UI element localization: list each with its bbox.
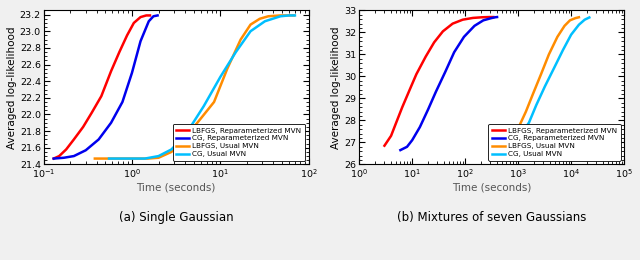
Y-axis label: Averaged log-likelihood: Averaged log-likelihood: [332, 26, 341, 149]
Text: (a) Single Gaussian: (a) Single Gaussian: [119, 211, 234, 224]
Legend: LBFGS, Reparameterized MVN, CG, Reparameterized MVN, LBFGS, Usual MVN, CG, Usual: LBFGS, Reparameterized MVN, CG, Reparame…: [173, 124, 305, 161]
Text: (b) Mixtures of seven Gaussians: (b) Mixtures of seven Gaussians: [397, 211, 586, 224]
X-axis label: Time (seconds): Time (seconds): [452, 183, 531, 193]
Legend: LBFGS, Reparameterized MVN, CG, Reparameterized MVN, LBFGS, Usual MVN, CG, Usual: LBFGS, Reparameterized MVN, CG, Reparame…: [488, 124, 621, 161]
X-axis label: Time (seconds): Time (seconds): [136, 183, 216, 193]
Y-axis label: Averaged log-likelihood: Averaged log-likelihood: [7, 26, 17, 149]
